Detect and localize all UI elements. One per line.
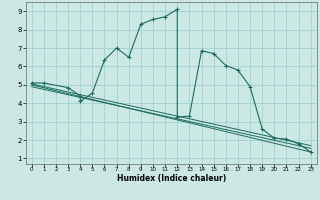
X-axis label: Humidex (Indice chaleur): Humidex (Indice chaleur) (116, 174, 226, 183)
